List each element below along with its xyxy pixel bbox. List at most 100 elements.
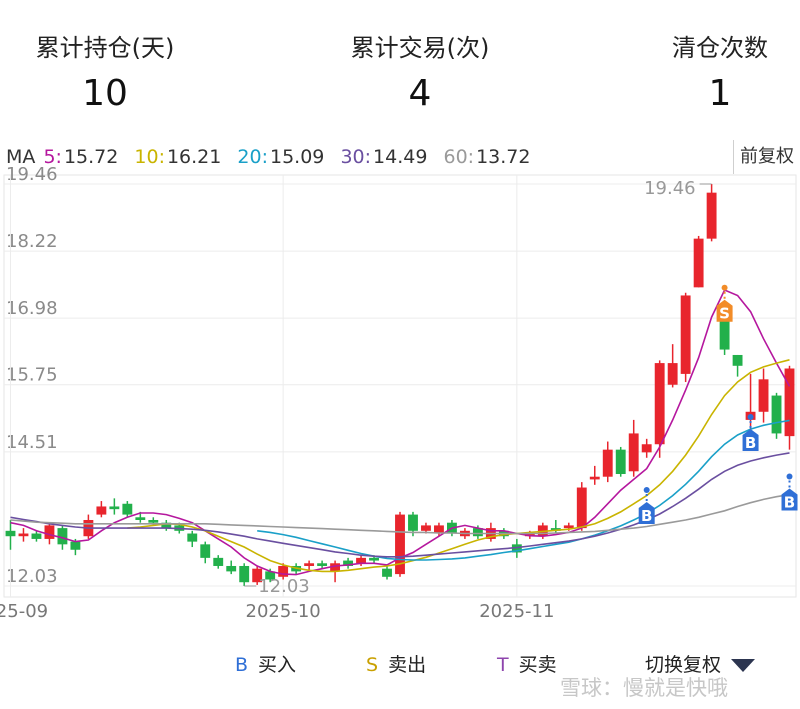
y-tick-label: 14.51: [6, 432, 58, 453]
candle: [187, 530, 198, 548]
trade-tag: [638, 501, 655, 524]
trade-marker-B: B: [638, 486, 655, 525]
candle-body: [31, 533, 42, 539]
candle-body: [667, 363, 678, 385]
position-stats: 累计持仓(天) 10 累计交易(次) 4 清仓次数 1: [0, 0, 800, 130]
sell-label: 卖出: [388, 654, 427, 676]
candle-body: [187, 533, 198, 542]
ma-line-10: [127, 359, 790, 573]
ma30-label: 30:: [340, 146, 372, 168]
trade-marker-S: S: [716, 284, 733, 323]
candle-body: [771, 395, 782, 434]
adjust-mode-button[interactable]: 前复权: [733, 140, 800, 174]
trade-marker-B: B: [742, 413, 759, 452]
candle-body: [732, 354, 743, 366]
candle-body: [693, 238, 704, 288]
stat-holding-days: 累计持仓(天) 10: [20, 28, 190, 114]
candle-body: [70, 541, 81, 550]
candle: [18, 528, 29, 542]
candle-body: [317, 563, 328, 566]
y-tick-label: 18.22: [6, 231, 58, 252]
trade-tag: [716, 299, 733, 322]
candle: [317, 560, 328, 569]
candle: [654, 360, 665, 458]
candle: [641, 438, 652, 458]
stat-label: 累计交易(次): [350, 34, 490, 62]
candle-body: [161, 522, 172, 529]
candle-body: [706, 192, 717, 239]
candle: [550, 519, 561, 534]
candle-body: [408, 514, 418, 531]
candle-body: [615, 449, 626, 475]
candle-body: [382, 568, 392, 577]
candle-body: [784, 368, 795, 437]
stat-trade-count: 累计交易(次) 4: [340, 28, 500, 114]
candle-body: [356, 557, 366, 564]
buy-marker: B: [235, 654, 249, 676]
ma20-label: 20:: [237, 146, 268, 168]
plot-frame: [3, 174, 797, 598]
candle-body: [57, 528, 68, 545]
candle-body: [758, 379, 769, 412]
trade-letter: S: [719, 305, 730, 323]
candle: [356, 555, 366, 566]
legend-sell: S 卖出: [366, 650, 426, 677]
candle-body: [602, 449, 613, 477]
candle-body: [278, 565, 289, 577]
candle: [213, 555, 224, 569]
ma10-label: 10:: [134, 146, 165, 168]
candle-body: [343, 560, 353, 566]
candle-body: [18, 533, 29, 537]
triangle-down-icon[interactable]: [731, 659, 756, 672]
candle: [343, 557, 353, 569]
x-tick-label: 2025-10: [246, 601, 321, 622]
switch-adjust-dropdown[interactable]: 切换复权: [645, 650, 756, 677]
min-price-label: 12.03: [258, 576, 310, 597]
candle-body: [719, 317, 730, 350]
switch-adjust-label[interactable]: 切换复权: [645, 654, 722, 676]
candle: [239, 563, 250, 586]
trade-label: 买卖: [518, 654, 557, 676]
ma5-label: 5:: [43, 146, 62, 168]
trade-letter: B: [745, 434, 756, 452]
x-tick-label: 2025-11: [479, 601, 554, 622]
y-tick-label: 12.03: [6, 566, 58, 587]
max-price-label: 19.46: [644, 178, 696, 199]
candle-body: [524, 533, 535, 537]
candle: [706, 184, 717, 242]
candle-body: [434, 525, 444, 534]
ma-line-5: [10, 288, 791, 576]
candle: [784, 365, 795, 450]
ma-line-60: [10, 493, 790, 535]
y-tick-label: 16.98: [6, 298, 58, 319]
trade-dot: [643, 486, 650, 493]
candle: [5, 519, 16, 550]
candle-body: [135, 517, 146, 520]
ma30-value: 14.49: [373, 146, 428, 168]
x-tick-label: 2025-09: [0, 601, 48, 622]
trade-dot: [747, 413, 754, 420]
candle-body: [44, 525, 55, 539]
candle-body: [654, 363, 665, 445]
ma-legend: MA 5: 15.72 10: 16.21 20: 15.09 30: 14.49 60…: [6, 146, 532, 168]
candle: [771, 392, 782, 439]
candle: [485, 522, 496, 542]
candle: [615, 446, 626, 477]
stat-value: 4: [408, 73, 432, 114]
ma5-value: 15.72: [63, 146, 119, 168]
candle-body: [563, 525, 574, 529]
ma-line-30: [10, 452, 790, 558]
candle-body: [226, 565, 237, 572]
candle-body: [265, 571, 276, 580]
candle: [680, 292, 691, 383]
candle-body: [252, 568, 263, 583]
ma20-value: 15.09: [270, 146, 325, 168]
candle: [693, 235, 704, 288]
candle: [31, 530, 42, 542]
candle-body: [122, 503, 133, 515]
trade-legend: B 买入 S 卖出 T 买卖 切换复权: [0, 650, 800, 680]
candle-body: [395, 514, 405, 575]
candle: [732, 354, 743, 377]
stat-value: 1: [708, 73, 732, 114]
